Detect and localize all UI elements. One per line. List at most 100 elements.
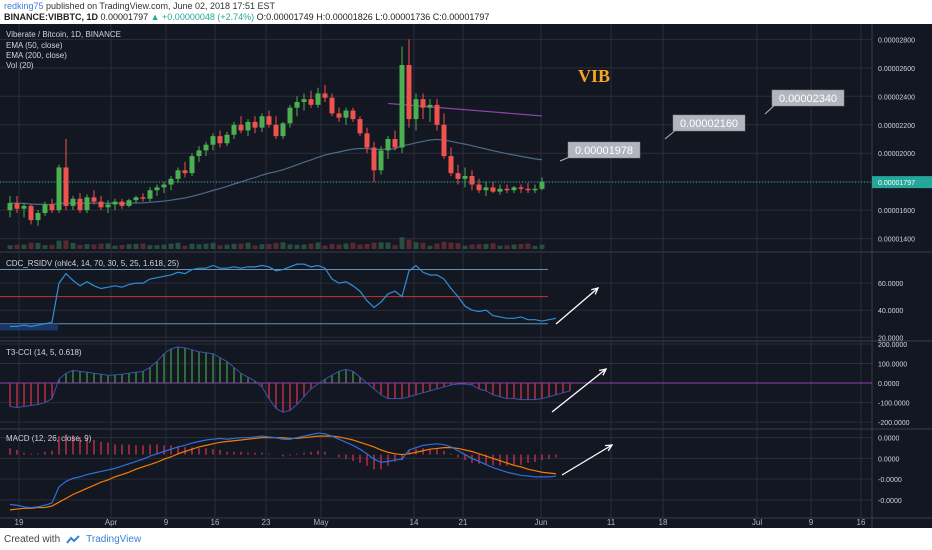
price-callout	[567, 141, 641, 159]
rsi-pane[interactable]: CDC_RSIDV (ohlc4, 14, 70, 30, 5, 25, 1.6…	[0, 259, 557, 331]
volume-bar	[21, 244, 27, 249]
volume-bar	[105, 243, 111, 249]
candle-body	[434, 104, 440, 125]
volume-bar	[371, 242, 377, 249]
volume-bar	[497, 245, 503, 249]
price-callout-text: 0.00002340	[779, 93, 837, 105]
candle-body	[14, 203, 20, 209]
cci-pane[interactable]: T3-CCI (14, 5, 0.618)	[0, 346, 872, 413]
volume-bar	[266, 243, 272, 249]
volume-bar	[476, 244, 482, 249]
candle-body	[105, 204, 111, 208]
volume-bar	[7, 245, 13, 249]
volume-bar	[308, 243, 314, 249]
candle-body	[189, 156, 195, 174]
candle-body	[497, 188, 503, 192]
price-callout	[771, 89, 845, 107]
volume-bar	[525, 243, 531, 249]
candle-body	[455, 173, 461, 179]
volume-bar	[63, 240, 69, 249]
volume-bar	[189, 243, 195, 249]
volume-bar	[441, 241, 447, 249]
up-arrow-icon: ▲	[150, 12, 160, 22]
candle-body	[406, 65, 412, 120]
candle-body	[63, 167, 69, 206]
volume-bar	[217, 245, 223, 249]
candle-body	[280, 123, 286, 137]
candle-body	[385, 139, 391, 151]
candle-body	[539, 181, 545, 189]
candle-body	[42, 204, 48, 213]
y-tick-label: 100.0000	[878, 362, 907, 369]
volume-bar	[196, 244, 202, 249]
candle-body	[504, 188, 510, 191]
candle-body	[511, 187, 517, 191]
arrow-head-icon	[599, 368, 608, 376]
volume-bar	[154, 245, 160, 249]
candle-body	[98, 201, 104, 208]
volume-bar	[231, 243, 237, 249]
volume-bar	[294, 244, 300, 249]
candle-body	[476, 184, 482, 191]
volume-bar	[161, 244, 167, 249]
y-tick-label: 0.00001600	[878, 208, 915, 215]
author-name[interactable]: redking75	[4, 1, 44, 11]
volume-bar	[364, 244, 370, 249]
volume-bar	[273, 243, 279, 249]
candle-body	[364, 133, 370, 148]
last-price-label: 0.00001797	[878, 180, 915, 187]
volume-bar	[126, 244, 132, 249]
volume-bar	[315, 242, 321, 249]
y-tick-label: 200.0000	[878, 342, 907, 349]
volume-bar	[462, 245, 468, 249]
candle-body	[441, 124, 447, 157]
candle-body	[84, 197, 90, 211]
chart-background	[0, 24, 932, 528]
candle-body	[49, 204, 55, 211]
x-tick-label: 18	[659, 518, 668, 527]
chart-canvas[interactable]: Viberate / Bitcoin, 1D, BINANCE EMA (50, …	[0, 24, 932, 528]
symbol-line: BINANCE:VIBBTC, 1D 0.00001797 ▲ +0.00000…	[4, 12, 489, 22]
candle-body	[210, 136, 216, 145]
candle-body	[273, 124, 279, 137]
candle-body	[343, 110, 349, 118]
volume-bar	[329, 243, 335, 249]
y-tick-label: -200.0000	[878, 420, 910, 427]
price-pane[interactable]: Viberate / Bitcoin, 1D, BINANCE EMA (50, …	[0, 30, 872, 249]
volume-bar	[357, 244, 363, 249]
candle-body	[399, 65, 405, 148]
arrow-head-icon	[604, 444, 614, 452]
candle-body	[518, 187, 524, 189]
volume-bar	[35, 242, 41, 249]
volume-bar	[210, 242, 216, 249]
candle-body	[378, 150, 384, 171]
cci-pane-title: T3-CCI (14, 5, 0.618)	[6, 348, 82, 357]
candle-body	[21, 205, 27, 209]
tradingview-brand[interactable]: TradingView	[86, 534, 142, 545]
y-tick-label: 0.00002800	[878, 37, 915, 44]
y-tick-label: -0.0000	[878, 498, 902, 505]
arrow-head-icon	[591, 287, 600, 295]
indicator-legend: EMA (50, close)	[6, 41, 63, 50]
volume-bar	[147, 245, 153, 249]
candle-body	[119, 201, 125, 206]
volume-bar	[140, 243, 146, 249]
volume-bar	[420, 242, 426, 249]
candle-body	[266, 116, 272, 125]
volume-bar	[182, 245, 188, 249]
volume-bar	[336, 244, 342, 249]
candle-body	[427, 104, 433, 108]
volume-bar	[406, 239, 412, 249]
volume-bar	[14, 244, 20, 249]
last-price: 0.00001797	[100, 12, 149, 22]
volume-bar	[448, 242, 454, 249]
y-tick-label: 0.00001400	[878, 237, 915, 244]
candle-body	[392, 139, 398, 148]
volume-bar	[84, 244, 90, 249]
x-tick-label: 16	[211, 518, 220, 527]
candle-body	[308, 99, 314, 105]
candle-body	[140, 197, 146, 199]
candle-body	[483, 187, 489, 191]
macd-pane[interactable]: MACD (12, 26, close, 9)	[6, 432, 557, 511]
candle-body	[231, 124, 237, 135]
